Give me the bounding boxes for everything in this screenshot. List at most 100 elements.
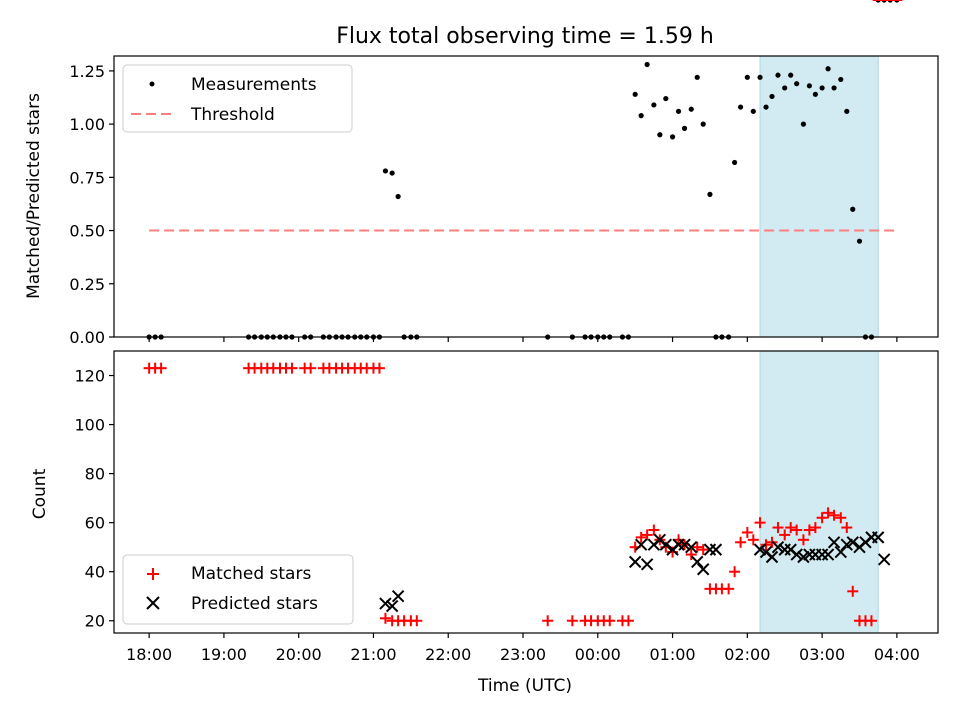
measurement-point [750,108,756,114]
matched-star-point [841,522,853,534]
predicted-star-point [771,540,785,554]
x-tick-label: 18:00 [126,645,172,664]
matched-star-point [741,526,753,538]
bottom-y-tick-label: 100 [74,416,105,435]
measurement-point [769,93,775,100]
top-y-tick-label: 0.00 [69,328,105,347]
predicted-stars-points [379,531,891,613]
measurement-point [675,108,682,114]
legend-predicted-label: Predicted stars [191,594,318,614]
bottom-legend-box [122,554,354,625]
measurement-point [806,83,812,89]
chart-title: Flux total observing time = 1.59 h [336,24,714,49]
legend-measurements-marker [149,81,155,87]
measurement-point [775,72,781,78]
bottom-observing-window [759,350,879,634]
x-tick-label: 04:00 [874,645,920,664]
matched-star-point [635,531,647,543]
predicted-star-point [765,550,779,564]
matched-star-point [828,509,840,521]
top-y-tick-label: 1.00 [69,115,105,134]
x-axis-label: Time (UTC) [477,676,572,696]
measurement-point [651,102,657,108]
predicted-star-point [846,536,859,549]
matched-star-point [622,615,634,627]
matched-star-point [305,362,317,374]
x-tick-label: 22:00 [425,645,471,664]
measurement-point [632,91,638,97]
top-y-axis-label: Matched/Predicted stars [24,93,44,299]
predicted-star-point [697,563,710,576]
measurement-point [644,61,650,68]
matched-star-point [735,536,747,548]
predicted-star-point [628,555,642,569]
predicted-star-point [634,538,648,551]
matched-star-point [785,522,797,534]
x-tick-label: 21:00 [350,645,396,664]
top-panel: 0.00 0.25 0.50 0.75 1.00 1.25 Matched/Predict… [24,0,939,347]
bottom-plot-frame [113,350,939,634]
predicted-star-point [685,540,698,554]
measurement-point [812,91,818,97]
bottom-y-axis: 20 40 60 80 100 120 [74,367,114,631]
x-tick-label: 00:00 [575,645,621,664]
predicted-star-point [379,597,392,610]
matched-star-point [835,512,847,524]
bottom-y-tick-label: 80 [85,465,105,484]
predicted-star-point [877,553,891,566]
top-y-tick-label: 0.50 [69,222,105,241]
measurement-point [669,134,676,140]
x-tick-label: 23:00 [500,645,546,664]
measurement-point [763,104,769,110]
top-y-tick-label: 0.25 [69,275,105,294]
measurement-point [732,159,738,166]
predicted-star-point [790,548,803,561]
bottom-y-tick-label: 40 [85,563,105,582]
matched-star-point [865,615,877,627]
top-observing-window [759,55,879,338]
bottom-y-axis-label: Count [30,468,50,519]
predicted-star-point [821,548,835,561]
measurement-point [838,76,844,83]
matched-star-point [379,612,391,624]
matched-star-point [155,362,167,374]
measurement-point [850,206,856,212]
measurement-point [844,108,850,114]
matched-star-point [772,522,784,534]
matched-star-point [691,541,703,553]
measurement-point [688,106,694,112]
predicted-star-point [827,536,841,549]
top-y-axis: 0.00 0.25 0.50 0.75 1.00 1.25 [69,62,114,347]
matched-star-point [286,362,298,374]
top-legend-box [122,64,353,133]
x-tick-label: 20:00 [276,645,322,664]
matched-star-point [685,549,697,561]
matched-star-point [411,615,423,627]
matched-star-point [648,524,660,536]
measurement-point [819,85,825,91]
matched-star-point [803,524,815,536]
predicted-star-point [659,538,673,551]
matched-star-point [822,507,834,519]
measurement-point [737,104,744,110]
predicted-star-point [871,531,885,544]
x-tick-label: 03:00 [799,645,845,664]
matched-star-point [723,583,735,595]
predicted-star-point [385,599,399,613]
matched-star-point [697,544,709,556]
matched-star-point [641,529,653,541]
matched-star-point [816,512,828,524]
x-tick-label: 19:00 [201,645,247,664]
measurement-point [389,170,395,176]
measurement-point [794,81,800,87]
matched-star-point [797,534,809,546]
bottom-y-tick-label: 120 [74,367,105,386]
measurement-point [744,74,750,80]
measurement-point [700,121,706,127]
top-plot-frame [113,55,939,338]
measurement-point [657,132,663,138]
bottom-y-tick-label: 60 [85,514,105,533]
bottom-y-tick-label: 20 [85,612,105,631]
matched-star-point [604,615,616,627]
